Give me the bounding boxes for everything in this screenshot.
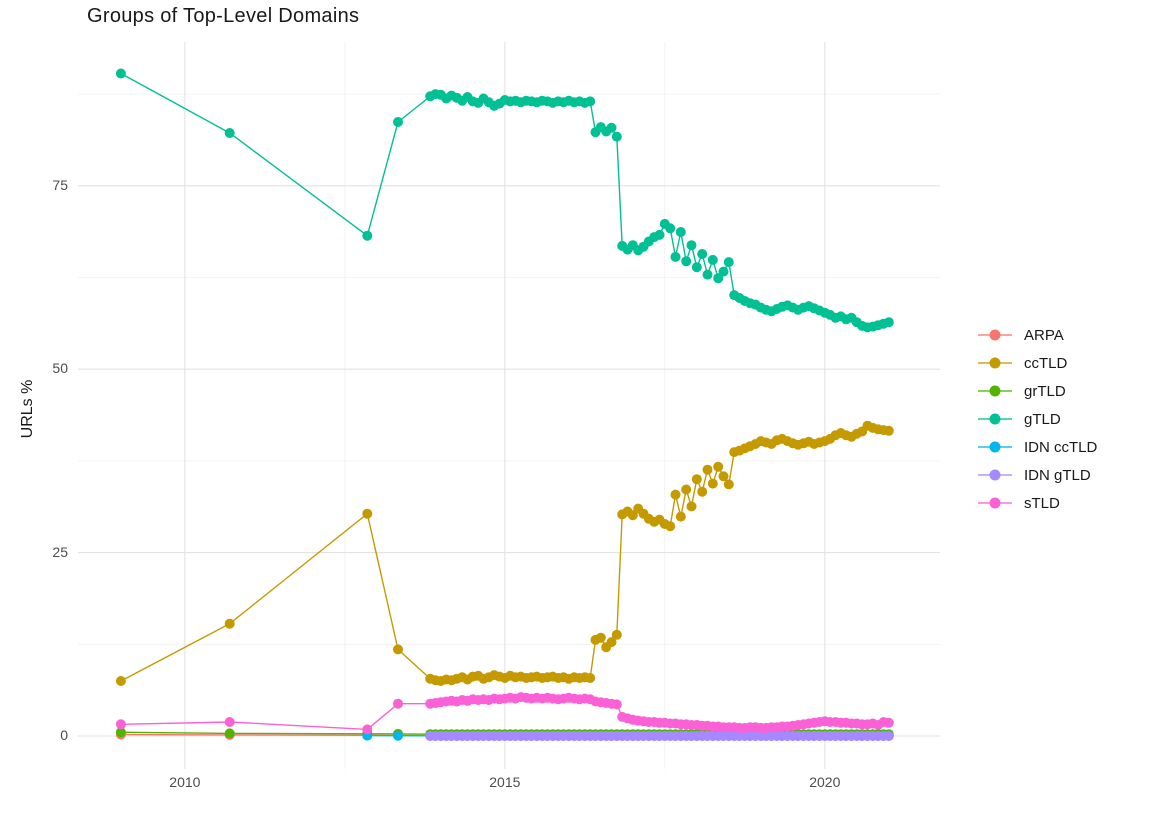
data-point — [675, 227, 686, 237]
y-tick-label-0: 0 — [60, 726, 68, 743]
legend-label-idn-cctld: IDN ccTLD — [1024, 438, 1098, 456]
legend-key-icon-idn-gtld — [978, 469, 1012, 481]
data-point — [681, 256, 692, 267]
data-point — [883, 425, 894, 436]
legend-key-icon-gtld — [978, 413, 1012, 425]
data-point — [670, 489, 681, 500]
data-point — [115, 676, 126, 686]
data-point — [224, 128, 235, 138]
legend: ARPA ccTLD grTLD gTLD IDN ccTLD IDN gTLD sTLD — [977, 321, 1097, 517]
legend-key-dot — [989, 329, 1001, 341]
data-point — [606, 637, 617, 648]
data-point — [665, 521, 676, 532]
legend-item-gtld: gTLD — [977, 405, 1097, 433]
data-point — [718, 471, 729, 482]
chart-title: Groups of Top-Level Domains — [87, 5, 360, 27]
legend-key-icon-idn-cctld — [978, 441, 1012, 453]
legend-label-idn-gtld: IDN gTLD — [1024, 466, 1091, 484]
series-stld — [115, 692, 894, 735]
legend-label-stld: sTLD — [1024, 494, 1060, 512]
series-gtld — [115, 68, 894, 333]
y-tick-label-25: 25 — [52, 543, 68, 560]
legend-item-grtld: grTLD — [977, 377, 1097, 405]
legend-label-grtld: grTLD — [1024, 382, 1066, 400]
data-point — [611, 131, 622, 142]
legend-item-idn-gtld: IDN gTLD — [977, 461, 1097, 489]
data-point — [362, 508, 373, 519]
data-point — [686, 501, 697, 512]
data-point — [362, 724, 373, 735]
data-point — [665, 223, 676, 234]
data-point — [611, 629, 622, 640]
data-point — [713, 461, 724, 472]
data-point — [362, 230, 373, 241]
y-tick-label-50: 50 — [52, 360, 68, 377]
data-point — [654, 229, 665, 240]
data-point — [115, 719, 126, 730]
legend-label-arpa: ARPA — [1024, 326, 1064, 344]
data-point — [585, 96, 596, 107]
data-point — [697, 486, 708, 497]
data-point — [707, 478, 718, 489]
data-point — [686, 240, 697, 251]
data-point — [595, 632, 606, 643]
data-point — [681, 484, 692, 495]
data-point — [670, 251, 681, 262]
data-point — [115, 727, 126, 738]
legend-item-arpa: ARPA — [977, 321, 1097, 349]
data-point — [723, 257, 734, 268]
data-point — [224, 728, 235, 739]
data-point — [691, 474, 702, 485]
data-point — [393, 730, 403, 741]
series-cctld — [115, 420, 894, 686]
legend-key-dot — [989, 441, 1001, 453]
data-point — [883, 717, 894, 728]
legend-label-gtld: gTLD — [1024, 410, 1061, 428]
data-point — [224, 618, 235, 629]
legend-key-icon-cctld — [978, 357, 1012, 369]
legend-label-cctld: ccTLD — [1024, 354, 1068, 372]
y-tick-label-75: 75 — [52, 176, 68, 193]
legend-key-dot — [989, 357, 1001, 369]
data-point — [702, 464, 713, 475]
data-point — [702, 269, 713, 280]
legend-key-dot — [989, 469, 1001, 481]
data-point — [707, 254, 718, 265]
legend-key-dot — [989, 497, 1001, 509]
data-point — [585, 673, 596, 683]
data-point — [393, 117, 403, 127]
legend-key-dot — [989, 413, 1001, 425]
data-point — [718, 266, 729, 277]
data-point — [393, 644, 403, 655]
data-point — [883, 317, 894, 328]
series-idn-gtld — [425, 731, 894, 741]
x-tick-label-2020: 2020 — [809, 774, 841, 790]
x-tick-label-2010: 2010 — [169, 774, 201, 790]
gridlines — [78, 42, 940, 769]
data-point — [627, 510, 638, 521]
legend-item-cctld: ccTLD — [977, 349, 1097, 377]
legend-item-stld: sTLD — [977, 489, 1097, 517]
legend-key-icon-arpa — [978, 329, 1012, 341]
legend-key-dot — [989, 385, 1001, 397]
data-point — [393, 698, 403, 709]
x-tick-label-2015: 2015 — [489, 774, 521, 790]
data-point — [115, 68, 126, 79]
data-point — [611, 699, 622, 710]
data-point — [224, 717, 235, 727]
data-point — [697, 249, 708, 259]
legend-item-idn-cctld: IDN ccTLD — [977, 433, 1097, 461]
data-point — [883, 731, 894, 741]
data-point — [606, 122, 617, 133]
data-point — [723, 479, 734, 490]
data-point — [691, 262, 702, 273]
legend-key-icon-grtld — [978, 385, 1012, 397]
legend-key-icon-stld — [978, 497, 1012, 509]
data-point — [675, 511, 686, 522]
